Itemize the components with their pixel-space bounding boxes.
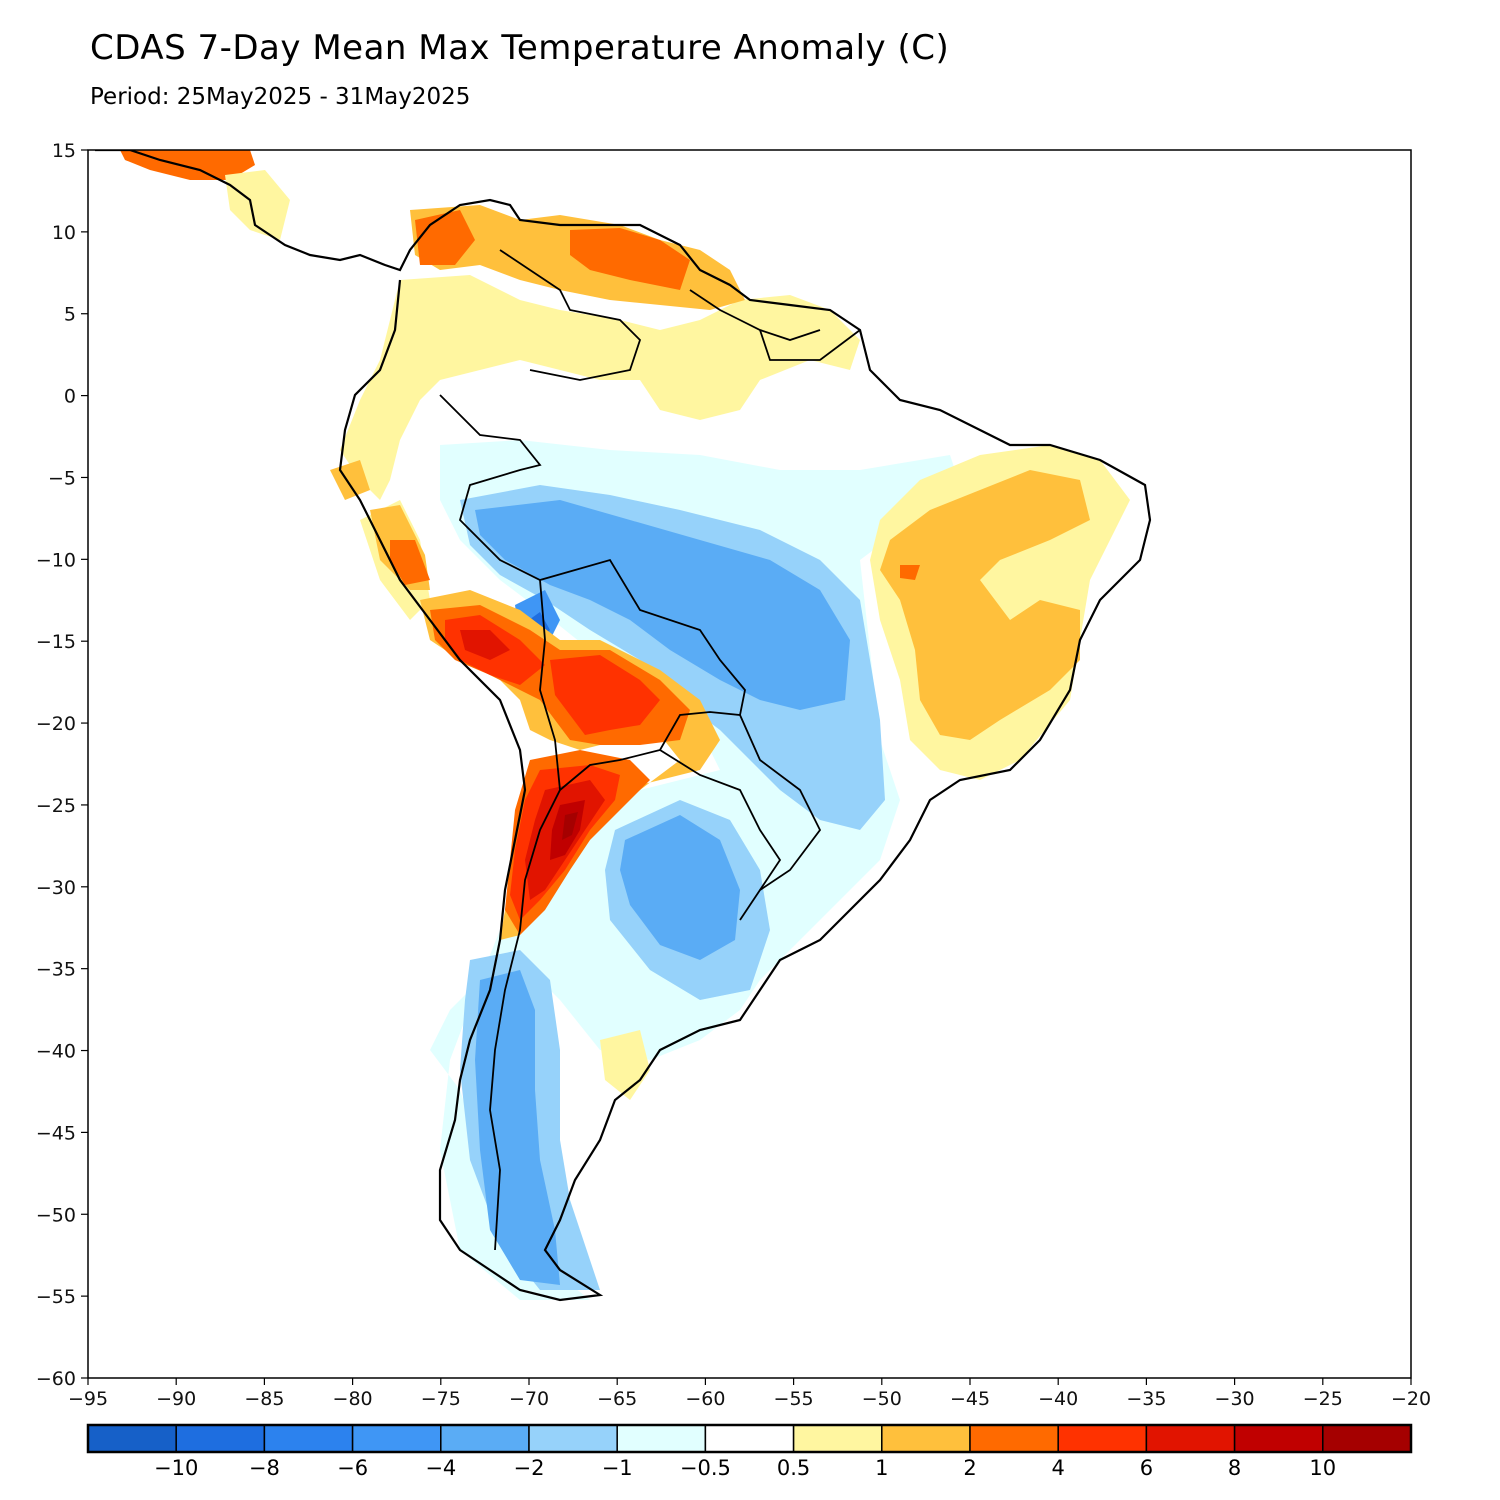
colorbar-label: 6: [1140, 1456, 1153, 1480]
colorbar-swatch: [792, 1424, 883, 1453]
x-tick-label: −55: [774, 1388, 814, 1410]
y-tick-label: 5: [64, 304, 76, 326]
y-tick-label: −55: [36, 1286, 76, 1308]
axis-ticks: −95 −90 −85 −80 −75 −70 −65 −60 −55 −50 −45 −40 −35−…: [36, 140, 1431, 1410]
y-tick-label: 0: [64, 386, 76, 408]
country-borders: [439, 249, 861, 1251]
colorbar-swatch: [263, 1424, 354, 1453]
colorbar-swatch: [616, 1424, 707, 1453]
x-tick-label: −65: [597, 1388, 637, 1410]
coastlines: [95, 150, 1152, 1302]
y-tick-label: 10: [52, 222, 76, 244]
colorbar-label: 0.5: [777, 1456, 810, 1480]
colorbar-label: −10: [154, 1456, 198, 1480]
y-tick-label: −20: [36, 713, 76, 735]
colorbar-swatch: [175, 1424, 266, 1453]
colorbar-swatch: [351, 1424, 442, 1453]
y-tick-label: −60: [36, 1368, 76, 1390]
x-tick-label: −90: [156, 1388, 196, 1410]
plot-frame: [87, 149, 1412, 1379]
anomaly-region-warm-1: [330, 205, 1090, 940]
x-tick-label: −25: [1303, 1388, 1343, 1410]
y-tick-label: −5: [48, 467, 76, 489]
anomaly-fields: [120, 150, 1130, 1300]
x-tick-label: −60: [685, 1388, 725, 1410]
x-tick-label: −95: [68, 1388, 108, 1410]
x-tick-label: −40: [1038, 1388, 1078, 1410]
y-tick-label: −45: [36, 1122, 76, 1144]
colorbar-label: −6: [337, 1456, 368, 1480]
x-tick-label: −45: [950, 1388, 990, 1410]
chart-subtitle: Period: 25May2025 - 31May2025: [90, 84, 471, 110]
y-tick-label: −50: [36, 1204, 76, 1226]
colorbar-label: −8: [249, 1456, 280, 1480]
colorbar-outline: [86, 1423, 1413, 1454]
chart-title: CDAS 7-Day Mean Max Temperature Anomaly …: [90, 28, 950, 68]
colorbar-label: 10: [1309, 1456, 1336, 1480]
colorbar-swatch: [969, 1424, 1059, 1453]
colorbar-label: 2: [963, 1456, 976, 1480]
anomaly-region-warm-half: [340, 275, 1130, 1100]
colorbar: −10 −8 −6 −4 −2 −1 −0.5 0.5 1 2 4 6 8 10: [86, 1423, 1413, 1480]
colorbar-swatch: [440, 1424, 530, 1453]
colorbar-label: 4: [1052, 1456, 1065, 1480]
y-tick-label: −10: [36, 549, 76, 571]
colorbar-label: 1: [875, 1456, 888, 1480]
colorbar-swatch: [704, 1424, 795, 1453]
anomaly-region-warm-6: [562, 812, 578, 840]
colorbar-swatch: [528, 1424, 618, 1453]
x-tick-label: −70: [509, 1388, 549, 1410]
y-tick-label: 15: [52, 140, 76, 162]
x-tick-label: −80: [333, 1388, 373, 1410]
x-tick-label: −20: [1391, 1388, 1431, 1410]
colorbar-label: −4: [425, 1456, 456, 1480]
x-tick-label: −75: [421, 1388, 461, 1410]
anomaly-region-warm-3: [445, 615, 660, 920]
y-tick-label: −15: [36, 631, 76, 653]
x-tick-label: −50: [862, 1388, 902, 1410]
y-tick-label: −40: [36, 1041, 76, 1063]
colorbar-label: 8: [1228, 1456, 1241, 1480]
x-tick-label: −85: [244, 1388, 284, 1410]
colorbar-swatch: [1057, 1424, 1148, 1453]
y-tick-label: −25: [36, 795, 76, 817]
colorbar-swatch: [1322, 1424, 1412, 1453]
x-tick-label: −30: [1215, 1388, 1255, 1410]
colorbar-swatch: [1233, 1424, 1324, 1453]
anomaly-region-cool-2: [475, 500, 850, 1285]
colorbar-swatch: [1145, 1424, 1236, 1453]
colorbar-label: −0.5: [680, 1456, 731, 1480]
x-tick-label: −35: [1126, 1388, 1166, 1410]
colorbar-swatch: [881, 1424, 971, 1453]
y-tick-label: −35: [36, 959, 76, 981]
colorbar-label: −1: [602, 1456, 633, 1480]
colorbar-label: −2: [514, 1456, 545, 1480]
y-tick-label: −30: [36, 877, 76, 899]
anomaly-region-central-america-yellow: [225, 170, 290, 240]
colorbar-swatch: [87, 1424, 177, 1453]
